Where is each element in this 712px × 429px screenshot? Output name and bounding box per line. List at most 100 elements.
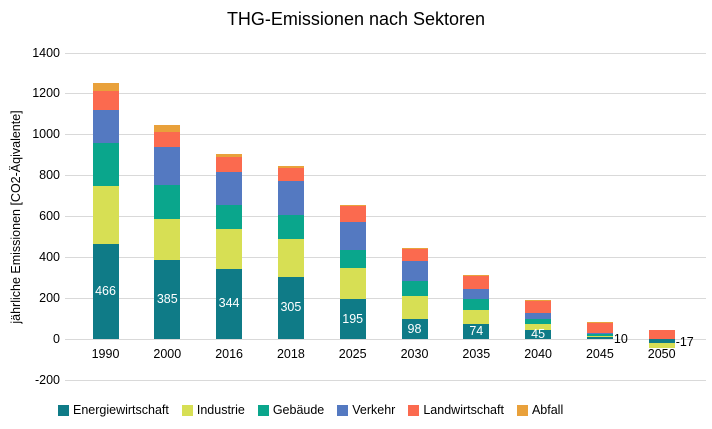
bar-segment-1990-energiewirtschaft — [92, 243, 119, 340]
legend-label-abfall: Abfall — [531, 403, 564, 417]
bar-segment-1990-landwirtschaft — [92, 91, 119, 110]
legend-swatch-verkehr — [337, 404, 349, 416]
bar-segment-2050-energiewirtschaft — [648, 339, 675, 343]
legend-item-energiewirtschaft: Energiewirtschaft — [58, 403, 169, 417]
bar-segment-2045-geb-ude — [586, 334, 613, 337]
bar-value-label-2040: 45 — [531, 327, 546, 342]
legend-swatch-landwirtschaft — [408, 404, 420, 416]
legend-item-verkehr: Verkehr — [337, 403, 395, 417]
bar-segment-2000-energiewirtschaft — [154, 260, 181, 340]
legend-item-landwirtschaft: Landwirtschaft — [408, 403, 504, 417]
bar-segment-2000-verkehr — [154, 147, 181, 185]
bar-segment-1990-geb-ude — [92, 142, 119, 186]
y-tick-label-200: 200 — [39, 290, 60, 305]
bar-segment-2018-abfall — [277, 165, 304, 169]
x-tick-label-2018: 2018 — [276, 347, 305, 361]
bar-segment-2016-geb-ude — [216, 205, 243, 230]
bar-segment-1990-industrie — [92, 185, 119, 244]
bar-segment-2045-energiewirtschaft — [586, 337, 613, 340]
bar-segment-2035-abfall — [463, 274, 490, 276]
bar-segment-2025-energiewirtschaft — [339, 299, 366, 340]
bar-segment-2030-abfall — [401, 247, 428, 249]
gridline-600 — [65, 216, 706, 217]
x-tick-label-2030: 2030 — [400, 347, 429, 361]
bar-segment-2050-landwirtschaft — [648, 329, 675, 340]
bar-segment-2030-verkehr — [401, 260, 428, 282]
bar-segment-2035-energiewirtschaft — [463, 324, 490, 340]
legend-swatch-industrie — [181, 404, 193, 416]
bar-segment-2040-geb-ude — [525, 318, 552, 325]
gridline--200 — [65, 379, 706, 381]
y-tick-label-800: 800 — [39, 168, 60, 183]
legend-label-landwirtschaft: Landwirtschaft — [423, 403, 504, 417]
bar-value-label-2030: 98 — [407, 321, 422, 336]
gridline-1000 — [65, 134, 706, 136]
gridline-200 — [65, 297, 706, 299]
bar-segment-2030-industrie — [401, 295, 428, 320]
bar-segment-2018-industrie — [277, 238, 304, 277]
bar-segment-2016-industrie — [216, 229, 243, 269]
bar-value-label-2016: 344 — [218, 296, 240, 311]
x-tick-label-1990: 1990 — [91, 347, 120, 361]
bar-segment-2030-energiewirtschaft — [401, 319, 428, 340]
chart-title: THG-Emissionen nach Sektoren — [226, 9, 486, 29]
x-tick-label-2045: 2045 — [585, 347, 614, 361]
legend-item-abfall: Abfall — [516, 403, 564, 417]
bar-segment-2025-abfall — [339, 204, 366, 207]
x-tick-label-2040: 2040 — [524, 347, 552, 361]
bar-segment-2018-verkehr — [277, 180, 304, 215]
bar-segment-2016-energiewirtschaft — [216, 268, 243, 340]
x-tick-label-2025: 2025 — [338, 347, 367, 361]
bar-segment-2016-landwirtschaft — [216, 157, 243, 172]
y-tick-label-1200: 1200 — [32, 86, 60, 101]
bar-value-label-2035: 74 — [469, 324, 484, 339]
gridline-400 — [65, 256, 706, 258]
bar-segment-2000-industrie — [154, 218, 181, 261]
bar-segment-2000-geb-ude — [154, 184, 181, 219]
bar-segment-2035-landwirtschaft — [463, 275, 490, 289]
legend-label-verkehr: Verkehr — [352, 403, 396, 417]
legend-swatch-energiewirtschaft — [58, 404, 69, 416]
legend-label-energiewirtschaft: Energiewirtschaft — [73, 403, 169, 417]
legend-swatch-abfall — [516, 404, 528, 416]
bar-segment-2025-landwirtschaft — [339, 206, 366, 222]
bar-segment-1990-abfall — [92, 83, 119, 92]
bar-value-label-2018: 305 — [280, 300, 302, 315]
x-tick-label-2050: 2050 — [647, 347, 676, 361]
bar-segment-2025-verkehr — [339, 221, 366, 250]
bar-segment-2016-verkehr — [216, 171, 243, 206]
bar-segment-2030-geb-ude — [401, 281, 428, 296]
y-tick-label-0: 0 — [53, 331, 60, 346]
bar-segment-2040-abfall — [525, 299, 552, 301]
bar-segment-2018-landwirtschaft — [277, 168, 304, 181]
bar-segment-2040-energiewirtschaft — [525, 329, 552, 340]
bar-segment-2040-landwirtschaft — [525, 300, 552, 314]
bar-segment-2040-verkehr — [525, 313, 552, 319]
legend-item-geb-ude: Gebäude — [257, 403, 324, 417]
legend-swatch-geb-ude — [257, 404, 269, 416]
x-tick-label-2000: 2000 — [153, 347, 182, 361]
bar-segment-2045-verkehr — [586, 332, 613, 335]
bar-segment-2016-abfall — [216, 153, 243, 158]
y-tick-label-400: 400 — [39, 249, 60, 264]
bar-segment-2000-landwirtschaft — [154, 131, 181, 147]
bar-segment-2025-geb-ude — [339, 249, 366, 269]
x-tick-label-2016: 2016 — [215, 347, 243, 361]
y-tick-label--200: -200 — [34, 372, 60, 387]
bar-segment-2040-industrie — [525, 324, 552, 330]
bar-segment-2045-industrie — [586, 336, 613, 338]
bar-segment-2018-geb-ude — [277, 214, 304, 239]
bar-segment-2050-industrie — [648, 342, 675, 348]
y-tick-label-1000: 1000 — [32, 127, 60, 142]
legend-item-industrie: Industrie — [181, 403, 245, 417]
bar-value-label-2050: -17 — [675, 334, 694, 349]
bar-segment-2035-geb-ude — [463, 299, 490, 310]
bar-segment-2018-energiewirtschaft — [277, 276, 304, 340]
y-tick-label-600: 600 — [39, 209, 60, 223]
bar-segment-1990-verkehr — [92, 109, 119, 143]
bar-segment-2035-industrie — [463, 309, 490, 324]
bar-segment-2030-landwirtschaft — [401, 248, 428, 261]
bar-segment-2045-landwirtschaft — [586, 322, 613, 333]
bar-segment-2035-verkehr — [463, 288, 490, 300]
